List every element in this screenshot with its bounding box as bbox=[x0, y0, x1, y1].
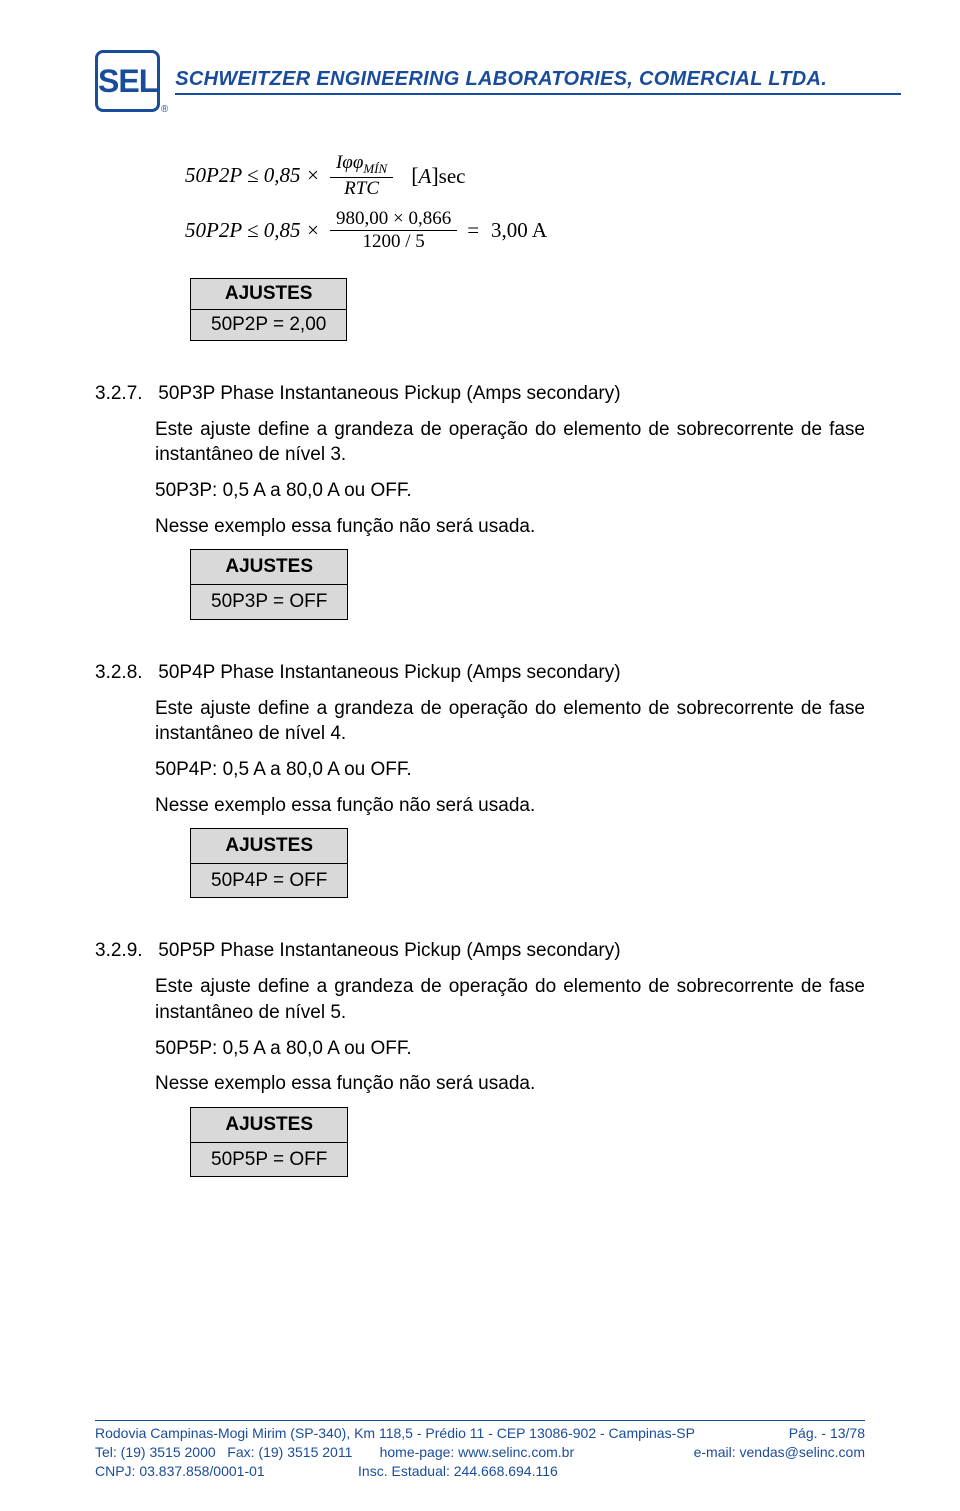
footer-address: Rodovia Campinas-Mogi Mirim (SP-340), Km… bbox=[95, 1424, 695, 1443]
formula2-denominator: 1200 / 5 bbox=[356, 231, 430, 253]
ajustes-table-1: AJUSTES 50P2P = 2,00 bbox=[190, 278, 347, 341]
section-heading-327: 3.2.7. 50P3P Phase Instantaneous Pickup … bbox=[95, 383, 865, 405]
section-p1: Este ajuste define a grandeza de operaçã… bbox=[155, 696, 865, 747]
section-title: 50P3P Phase Instantaneous Pickup (Amps s… bbox=[158, 383, 620, 404]
formula2-numerator: 980,00 × 0,866 bbox=[330, 208, 457, 231]
section-p1: Este ajuste define a grandeza de operaçã… bbox=[155, 417, 865, 468]
footer-row-1: Rodovia Campinas-Mogi Mirim (SP-340), Km… bbox=[95, 1424, 865, 1443]
section-num: 3.2.9. bbox=[95, 940, 153, 962]
section-title: 50P5P Phase Instantaneous Pickup (Amps s… bbox=[158, 940, 620, 961]
footer-email: e-mail: vendas@selinc.com bbox=[694, 1443, 865, 1462]
registered-mark: ® bbox=[161, 104, 167, 115]
formula1-lhs: 50P2P ≤ 0,85 × bbox=[185, 163, 320, 188]
section-p3: Nesse exemplo essa função não será usada… bbox=[155, 793, 865, 819]
table-header: AJUSTES bbox=[191, 1108, 348, 1143]
formula1-numerator: IφφMÍN bbox=[330, 152, 393, 178]
formula1-unit: [A]sec bbox=[411, 163, 465, 189]
sel-logo: SEL ® bbox=[95, 50, 160, 112]
ajustes-table-329: AJUSTES 50P5P = OFF bbox=[190, 1107, 348, 1177]
document-page: SEL ® SCHWEITZER ENGINEERING LABORATORIE… bbox=[0, 0, 960, 1511]
formula2-rhs: 3,00 A bbox=[491, 218, 547, 243]
footer-row-2: Tel: (19) 3515 2000 Fax: (19) 3515 2011 … bbox=[95, 1443, 865, 1462]
section-heading-329: 3.2.9. 50P5P Phase Instantaneous Pickup … bbox=[95, 940, 865, 962]
formula-1: 50P2P ≤ 0,85 × IφφMÍN RTC [A]sec bbox=[185, 152, 865, 200]
formula-block-1: 50P2P ≤ 0,85 × IφφMÍN RTC [A]sec 50P2P ≤… bbox=[185, 152, 865, 253]
footer-page: Pág. - 13/78 bbox=[789, 1424, 865, 1443]
company-name: SCHWEITZER ENGINEERING LABORATORIES, COM… bbox=[175, 68, 901, 91]
table-value: 50P5P = OFF bbox=[191, 1142, 348, 1177]
section-body-329: Este ajuste define a grandeza de operaçã… bbox=[155, 974, 865, 1177]
footer-row-3: CNPJ: 03.837.858/0001-01 Insc. Estadual:… bbox=[95, 1462, 865, 1481]
section-p3: Nesse exemplo essa função não será usada… bbox=[155, 514, 865, 540]
table-header: AJUSTES bbox=[191, 550, 348, 585]
header-underline bbox=[175, 93, 901, 95]
footer-cnpj: CNPJ: 03.837.858/0001-01 Insc. Estadual:… bbox=[95, 1462, 558, 1481]
formula1-fraction: IφφMÍN RTC bbox=[330, 152, 393, 200]
table1-header: AJUSTES bbox=[191, 278, 347, 309]
formula2-lhs: 50P2P ≤ 0,85 × bbox=[185, 218, 320, 243]
section-p3: Nesse exemplo essa função não será usada… bbox=[155, 1071, 865, 1097]
section-num: 3.2.7. bbox=[95, 383, 153, 405]
logo-text: SEL bbox=[98, 63, 157, 100]
section-p2: 50P4P: 0,5 A a 80,0 A ou OFF. bbox=[155, 757, 865, 783]
formula1-denominator: RTC bbox=[338, 178, 385, 200]
section-p1: Este ajuste define a grandeza de operaçã… bbox=[155, 974, 865, 1025]
table-value: 50P4P = OFF bbox=[191, 863, 348, 898]
section-title: 50P4P Phase Instantaneous Pickup (Amps s… bbox=[158, 662, 620, 683]
table-header: AJUSTES bbox=[191, 829, 348, 864]
formula2-eq: = bbox=[467, 218, 479, 243]
section-body-328: Este ajuste define a grandeza de operaçã… bbox=[155, 696, 865, 899]
formula-2: 50P2P ≤ 0,85 × 980,00 × 0,866 1200 / 5 =… bbox=[185, 208, 865, 253]
page-footer: Rodovia Campinas-Mogi Mirim (SP-340), Km… bbox=[95, 1420, 865, 1481]
formula2-fraction: 980,00 × 0,866 1200 / 5 bbox=[330, 208, 457, 253]
section-num: 3.2.8. bbox=[95, 662, 153, 684]
page-header: SEL ® SCHWEITZER ENGINEERING LABORATORIE… bbox=[95, 50, 865, 112]
section-body-327: Este ajuste define a grandeza de operaçã… bbox=[155, 417, 865, 620]
footer-contact: Tel: (19) 3515 2000 Fax: (19) 3515 2011 … bbox=[95, 1443, 574, 1462]
ajustes-table-328: AJUSTES 50P4P = OFF bbox=[190, 828, 348, 898]
section-p2: 50P3P: 0,5 A a 80,0 A ou OFF. bbox=[155, 478, 865, 504]
company-block: SCHWEITZER ENGINEERING LABORATORIES, COM… bbox=[175, 68, 901, 95]
table-value: 50P3P = OFF bbox=[191, 585, 348, 620]
section-heading-328: 3.2.8. 50P4P Phase Instantaneous Pickup … bbox=[95, 662, 865, 684]
ajustes-table-327: AJUSTES 50P3P = OFF bbox=[190, 549, 348, 619]
table1-value: 50P2P = 2,00 bbox=[191, 309, 347, 340]
section-p2: 50P5P: 0,5 A a 80,0 A ou OFF. bbox=[155, 1036, 865, 1062]
footer-rule bbox=[95, 1420, 865, 1422]
